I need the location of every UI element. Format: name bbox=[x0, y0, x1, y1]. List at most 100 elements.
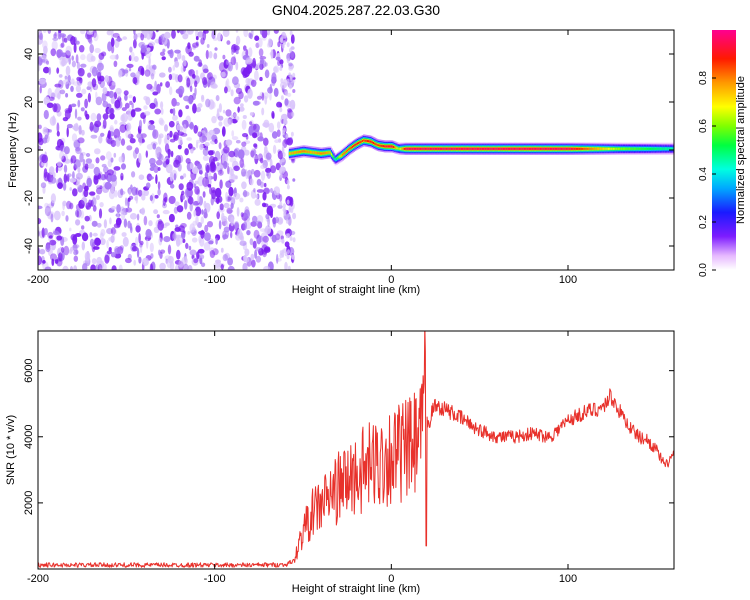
trace-cell bbox=[372, 141, 375, 145]
noise-speckle bbox=[233, 45, 240, 52]
noise-speckle bbox=[172, 107, 176, 116]
noise-speckle bbox=[235, 30, 239, 33]
noise-speckle bbox=[62, 79, 69, 85]
noise-speckle bbox=[200, 229, 205, 239]
trace-cell bbox=[447, 147, 449, 150]
noise-speckle bbox=[39, 248, 46, 255]
noise-speckle bbox=[182, 238, 186, 243]
noise-speckle bbox=[110, 157, 114, 163]
noise-speckle bbox=[56, 67, 60, 74]
noise-speckle bbox=[207, 184, 212, 188]
snr-frame bbox=[37, 330, 675, 570]
noise-speckle bbox=[279, 107, 283, 113]
trace-cell bbox=[292, 151, 295, 155]
trace-cell bbox=[577, 147, 579, 150]
noise-speckle bbox=[94, 120, 102, 128]
trace-cell bbox=[468, 147, 471, 150]
noise-speckle bbox=[92, 232, 98, 237]
noise-speckle bbox=[140, 207, 146, 215]
noise-speckle bbox=[186, 181, 194, 191]
noise-speckle bbox=[168, 73, 173, 81]
noise-speckle bbox=[281, 145, 285, 154]
noise-speckle bbox=[123, 218, 128, 228]
noise-speckle bbox=[187, 196, 194, 205]
trace-cell bbox=[497, 147, 500, 150]
trace-cell bbox=[547, 147, 550, 150]
noise-speckle bbox=[63, 164, 68, 173]
trace-cell bbox=[375, 143, 378, 146]
noise-speckle bbox=[39, 78, 46, 85]
trace-cell bbox=[406, 147, 409, 150]
noise-speckle bbox=[248, 125, 254, 136]
noise-speckle bbox=[269, 92, 272, 101]
noise-speckle bbox=[49, 239, 57, 246]
noise-speckle bbox=[108, 247, 112, 252]
trace-cell bbox=[319, 152, 322, 155]
noise-speckle bbox=[89, 121, 94, 132]
noise-speckle bbox=[89, 232, 93, 238]
trace-cell bbox=[557, 147, 560, 150]
noise-speckle bbox=[235, 35, 241, 45]
noise-speckle bbox=[262, 122, 270, 128]
trace-cell bbox=[645, 147, 647, 150]
noise-speckle bbox=[213, 52, 218, 60]
trace-cell bbox=[452, 147, 454, 150]
noise-speckle bbox=[190, 148, 194, 154]
noise-speckle bbox=[200, 216, 204, 224]
noise-speckle bbox=[241, 141, 247, 147]
noise-speckle bbox=[70, 103, 77, 108]
noise-speckle bbox=[50, 213, 54, 223]
trace-cell bbox=[290, 152, 292, 155]
noise-speckle bbox=[264, 69, 270, 79]
noise-speckle bbox=[77, 116, 82, 121]
noise-speckle bbox=[177, 144, 182, 150]
trace-cell bbox=[617, 147, 620, 150]
trace-cell bbox=[652, 147, 655, 150]
noise-speckle bbox=[176, 124, 181, 131]
trace-cell bbox=[421, 147, 424, 150]
trace-cell bbox=[567, 147, 569, 150]
noise-speckle bbox=[107, 41, 112, 52]
noise-speckle bbox=[70, 246, 74, 252]
noise-speckle bbox=[233, 165, 240, 172]
trace-cell bbox=[569, 147, 572, 150]
trace-cell bbox=[626, 147, 629, 150]
trace-cell bbox=[642, 147, 645, 150]
noise-speckle bbox=[164, 143, 170, 153]
noise-speckle bbox=[167, 244, 172, 255]
noise-speckle bbox=[226, 40, 231, 45]
noise-speckle bbox=[261, 30, 268, 39]
noise-speckle bbox=[118, 264, 123, 270]
noise-speckle bbox=[165, 81, 171, 88]
noise-speckle bbox=[128, 94, 133, 99]
noise-speckle bbox=[225, 191, 229, 202]
noise-speckle bbox=[72, 188, 78, 197]
noise-speckle bbox=[110, 139, 117, 148]
noise-speckle bbox=[114, 119, 118, 125]
trace-cell bbox=[487, 147, 490, 150]
noise-speckle bbox=[178, 183, 184, 191]
noise-speckle bbox=[283, 119, 286, 125]
noise-speckle bbox=[276, 129, 281, 137]
noise-speckle bbox=[69, 202, 74, 210]
noise-speckle bbox=[75, 146, 82, 155]
noise-speckle bbox=[216, 162, 220, 167]
trace-cell bbox=[450, 147, 453, 150]
noise-speckle bbox=[60, 60, 67, 66]
noise-speckle bbox=[253, 188, 256, 193]
noise-speckle bbox=[222, 254, 228, 262]
noise-speckle bbox=[131, 245, 138, 252]
noise-speckle bbox=[163, 31, 171, 39]
noise-speckle bbox=[231, 49, 234, 55]
trace-cell bbox=[374, 142, 377, 145]
trace-cell bbox=[333, 156, 336, 159]
noise-speckle bbox=[169, 86, 173, 96]
colorbar-label: Normalized spectral amplitude bbox=[735, 76, 747, 224]
noise-speckle bbox=[54, 32, 57, 37]
noise-speckle bbox=[212, 83, 218, 89]
noise-speckle bbox=[184, 255, 188, 265]
noise-speckle bbox=[287, 109, 294, 120]
noise-speckle bbox=[216, 164, 221, 173]
trace-cell bbox=[366, 139, 369, 143]
trace-cell bbox=[337, 156, 339, 160]
